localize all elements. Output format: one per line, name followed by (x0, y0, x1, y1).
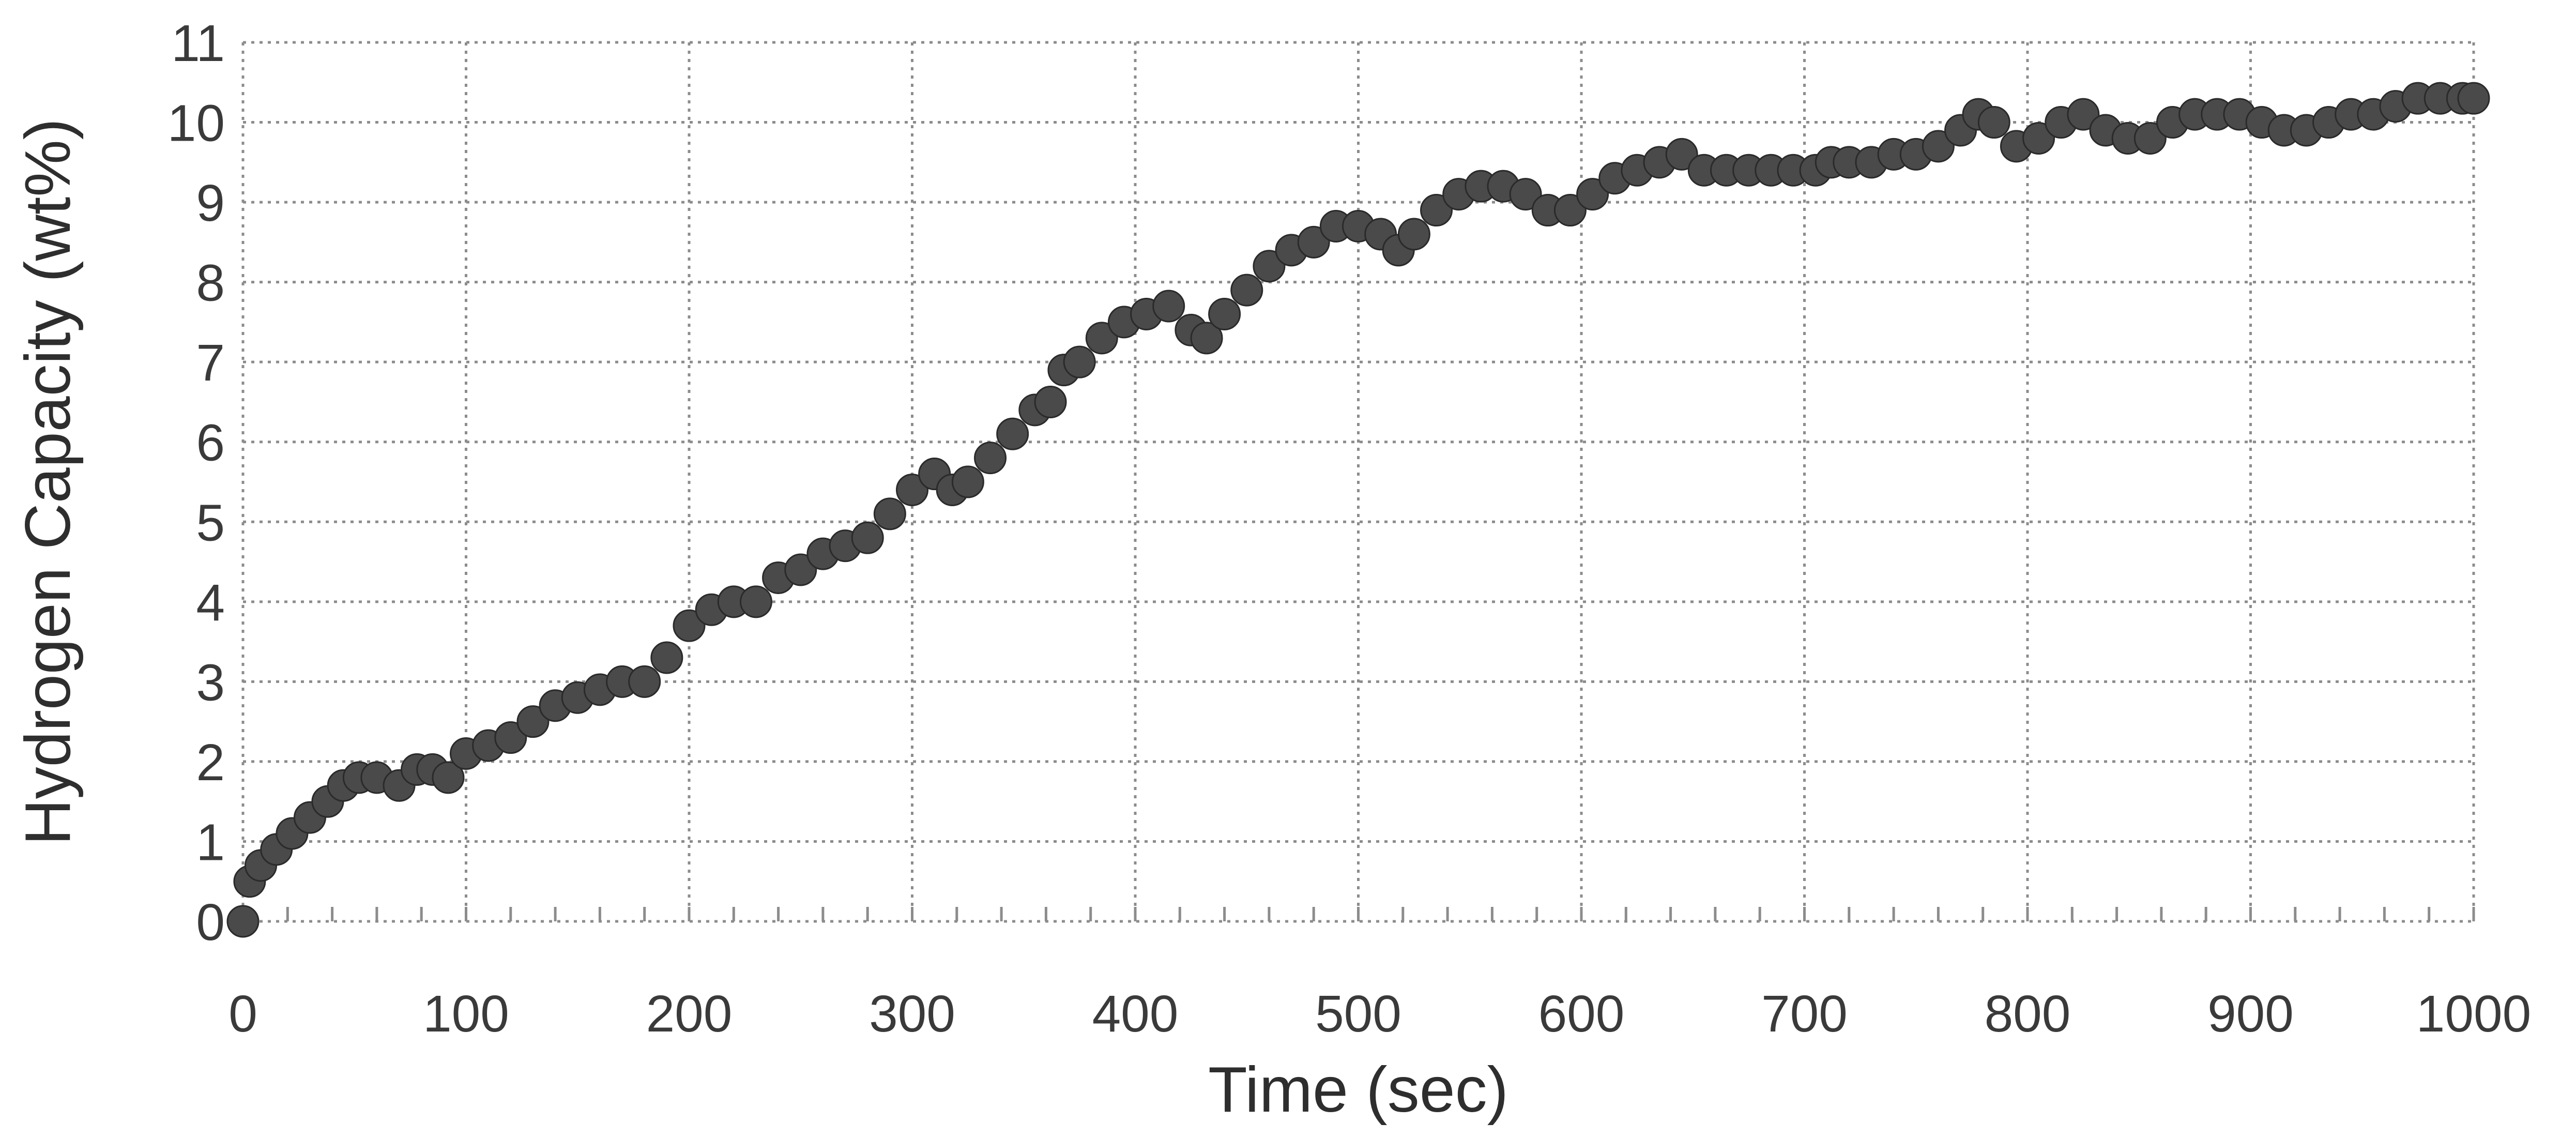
data-point-50 (1208, 297, 1241, 330)
data-point-34 (896, 473, 928, 506)
data-point-16 (494, 721, 527, 754)
data-point-67 (1576, 178, 1609, 211)
data-point-37 (951, 465, 984, 498)
x-tick-label-6: 600 (1538, 985, 1625, 1043)
x-tick-label-5: 500 (1315, 985, 1401, 1043)
data-point-108 (2457, 82, 2490, 115)
y-tick-label-10: 10 (167, 95, 225, 153)
y-tick-label-11: 11 (171, 14, 225, 72)
data-point-54 (1297, 225, 1330, 259)
data-point-93 (2133, 122, 2167, 155)
data-point-27 (739, 585, 772, 618)
data-point-66 (1553, 194, 1587, 227)
y-tick-label-1: 1 (196, 813, 225, 871)
y-tick-label-7: 7 (196, 334, 225, 392)
data-point-23 (650, 641, 683, 674)
data-point-29 (784, 553, 817, 586)
data-point-49 (1190, 322, 1223, 355)
x-tick-label-9: 900 (2207, 985, 2294, 1043)
x-tick-label-2: 200 (646, 985, 733, 1043)
y-tick-label-2: 2 (196, 734, 225, 792)
x-tick-label-4: 400 (1092, 985, 1179, 1043)
x-axis-title: Time (sec) (1208, 1054, 1508, 1126)
y-tick-label-6: 6 (196, 414, 225, 472)
data-point-90 (2067, 98, 2100, 131)
minor-ticks (241, 907, 2475, 921)
y-axis-title: Hydrogen Capacity (wt%) (12, 118, 84, 845)
y-tick-label-5: 5 (196, 494, 225, 552)
y-tick-label-8: 8 (196, 254, 225, 312)
data-point-38 (974, 442, 1007, 475)
data-point-24 (673, 609, 706, 642)
data-point-64 (1509, 178, 1542, 211)
data-point-39 (996, 417, 1029, 450)
x-tick-label-0: 0 (228, 985, 257, 1043)
y-tick-label-3: 3 (196, 654, 225, 711)
x-tick-label-10: 1000 (2416, 985, 2531, 1043)
data-point-22 (628, 665, 661, 698)
y-tick-label-0: 0 (196, 893, 225, 951)
x-tick-label-1: 100 (423, 985, 509, 1043)
data-point-83 (1922, 130, 1955, 163)
data-point-41 (1034, 385, 1067, 418)
x-tick-label-8: 800 (1985, 985, 2071, 1043)
data-point-44 (1085, 322, 1118, 355)
data-point-86 (1977, 106, 2010, 139)
data-point-13 (432, 761, 465, 794)
y-tick-label-4: 4 (196, 574, 225, 632)
data-point-47 (1152, 290, 1185, 323)
data-point-17 (516, 705, 550, 738)
data-point-71 (1665, 138, 1698, 171)
y-tick-label-9: 9 (196, 174, 225, 232)
data-point-51 (1230, 274, 1263, 307)
data-point-33 (873, 497, 906, 530)
data-point-0 (226, 905, 260, 938)
x-tick-label-3: 300 (869, 985, 955, 1043)
data-point-43 (1063, 345, 1096, 378)
x-tick-label-7: 700 (1761, 985, 1848, 1043)
data-point-59 (1397, 218, 1430, 251)
data-point-32 (851, 521, 884, 554)
data-point-60 (1420, 194, 1453, 227)
y-tick-labels: 0 1 2 3 4 5 6 7 8 9 10 11 (167, 14, 225, 951)
x-tick-labels: 0 100 200 300 400 500 600 700 800 900 1000 (228, 985, 2531, 1043)
data-point-88 (2022, 122, 2055, 155)
data-points (226, 82, 2490, 938)
data-point-52 (1253, 250, 1286, 283)
